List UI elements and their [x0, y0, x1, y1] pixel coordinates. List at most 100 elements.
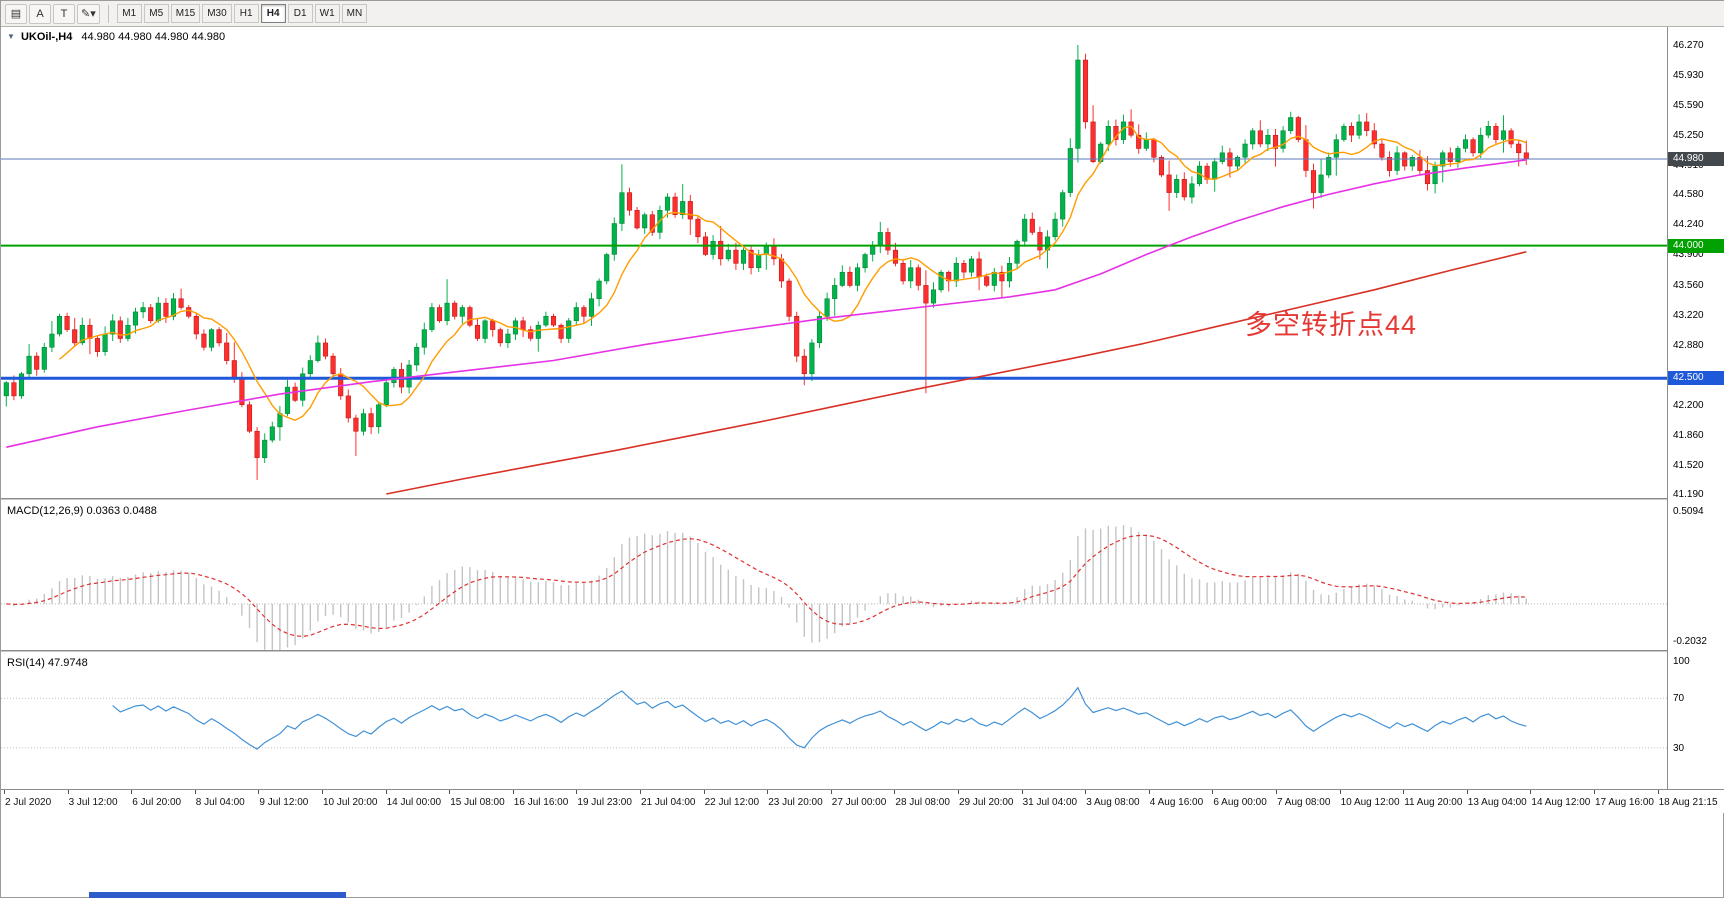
time-tick	[1594, 790, 1595, 794]
chart-annotation-text[interactable]: 多空转折点44	[1245, 310, 1418, 340]
time-axis-label: 8 Jul 04:00	[195, 797, 245, 808]
time-axis-label: 18 Aug 21:15	[1658, 797, 1718, 808]
price-axis-label: 46.270	[1673, 40, 1704, 51]
time-tick	[958, 790, 959, 794]
time-tick	[1212, 790, 1214, 794]
time-axis-label: 14 Aug 12:00	[1531, 797, 1591, 808]
time-tick	[703, 790, 705, 794]
price-axis-label: 45.590	[1673, 100, 1704, 111]
time-axis-label: 6 Jul 20:00	[132, 797, 182, 808]
time-axis-label: 9 Jul 12:00	[259, 797, 309, 808]
price-axis-label: 45.250	[1673, 130, 1704, 141]
time-tick	[1085, 790, 1087, 794]
rsi-label: RSI(14) 47.9748	[7, 657, 88, 669]
rsi-axis-label: 70	[1673, 693, 1685, 704]
timeframe-button-w1[interactable]: W1	[314, 4, 340, 23]
time-tick	[1021, 790, 1023, 794]
time-axis-label: 2 Jul 2020	[5, 797, 52, 808]
time-tick	[258, 790, 260, 794]
time-tick	[322, 790, 323, 794]
price-chart-panel: ▼ UKOil-,H4 44.980 44.980 44.980 44.980 …	[1, 27, 1667, 498]
time-tick	[1339, 790, 1341, 794]
price-axis-label: 42.880	[1673, 340, 1704, 351]
tool-chart-mode[interactable]: ▤	[5, 3, 27, 24]
price-axis-label: 44.240	[1673, 219, 1704, 230]
time-tick	[1276, 790, 1277, 794]
price-axis-label: 41.860	[1673, 430, 1704, 441]
macd-axis-label: -0.2032	[1673, 636, 1707, 647]
chart-header: ▼ UKOil-,H4 44.980 44.980 44.980 44.980	[7, 31, 225, 43]
time-tick	[512, 790, 514, 794]
price-axis-label: 45.930	[1673, 70, 1704, 81]
time-tick	[767, 790, 769, 794]
time-tick	[1403, 790, 1405, 794]
timeframe-button-h4[interactable]: H4	[260, 4, 286, 23]
time-tick	[1657, 790, 1659, 794]
time-tick	[131, 790, 133, 794]
tool-template-tool[interactable]: T	[53, 3, 75, 24]
time-axis-label: 3 Jul 12:00	[68, 797, 118, 808]
symbol-timeframe-label: UKOil-,H4	[20, 31, 73, 43]
timeframe-button-m15[interactable]: M15	[170, 4, 201, 23]
rsi-panel: RSI(14) 47.9748	[1, 653, 1667, 789]
time-axis-label: 3 Aug 08:00	[1086, 797, 1140, 808]
price-axis-label: 44.580	[1673, 189, 1704, 200]
time-axis-label: 10 Aug 12:00	[1340, 797, 1400, 808]
macd-label: MACD(12,26,9) 0.0363 0.0488	[7, 505, 157, 517]
time-axis-label: 4 Aug 16:00	[1149, 797, 1204, 808]
price-badge: 44.980	[1668, 152, 1724, 166]
time-tick	[1148, 790, 1150, 794]
timeframe-button-h1[interactable]: H1	[233, 4, 259, 23]
time-tick	[640, 790, 641, 794]
timeframe-group: M1 M5 M15 M30 H1 H4 D1 W1 MN	[116, 4, 368, 23]
time-axis-label: 14 Jul 00:00	[386, 797, 442, 808]
time-tick	[576, 790, 578, 794]
timeframe-button-m5[interactable]: M5	[143, 4, 169, 23]
time-axis-label: 22 Jul 12:00	[704, 797, 760, 808]
toolbar: ▤ A T ✎▾ M1 M5 M15 M30 H1 H4 D1 W1 MN	[1, 1, 1724, 27]
time-tick	[194, 790, 196, 794]
time-axis-label: 27 Jul 00:00	[831, 797, 887, 808]
timeframe-button-d1[interactable]: D1	[287, 4, 313, 23]
timeframe-button-m1[interactable]: M1	[116, 4, 142, 23]
price-axis-label: 43.900	[1673, 249, 1704, 260]
timeframe-button-mn[interactable]: MN	[341, 4, 368, 23]
time-tick	[1530, 790, 1532, 794]
tool-group: ▤ A T ✎▾	[5, 3, 100, 24]
ohlc-values: 44.980 44.980 44.980 44.980	[81, 31, 226, 43]
time-axis-label: 17 Aug 16:00	[1595, 797, 1654, 808]
time-axis[interactable]: 2 Jul 2020 3 Jul 12:00 6 Jul 20:00 8 Jul 04…	[1, 789, 1724, 813]
price-badge: 42.500	[1668, 371, 1724, 385]
time-tick	[449, 790, 451, 794]
time-tick	[67, 790, 69, 794]
panel-divider[interactable]	[1, 650, 1724, 652]
tool-text-tool[interactable]: A	[29, 3, 51, 24]
time-axis-label: 28 Jul 08:00	[895, 797, 950, 808]
tool-draw-tool[interactable]: ✎▾	[77, 3, 100, 24]
time-axis-label: 23 Jul 20:00	[768, 797, 823, 808]
time-tick	[385, 790, 387, 794]
bottom-scrollbar[interactable]	[89, 892, 346, 898]
time-axis-label: 11 Aug 20:00	[1404, 797, 1463, 808]
time-axis-label: 15 Jul 08:00	[450, 797, 505, 808]
time-tick	[4, 790, 5, 794]
timeframe-button-m30[interactable]: M30	[202, 4, 232, 23]
rsi-axis-label: 30	[1673, 743, 1685, 754]
price-axis-label: 43.560	[1673, 280, 1704, 291]
rsi-canvas[interactable]	[1, 653, 1667, 789]
time-axis-label: 29 Jul 20:00	[959, 797, 1014, 808]
price-chart-canvas[interactable]	[1, 27, 1667, 498]
collapse-arrow-icon[interactable]: ▼	[7, 32, 15, 41]
macd-axis-label: 0.5094	[1673, 506, 1704, 517]
price-axis-label: 43.220	[1673, 310, 1704, 321]
macd-panel: MACD(12,26,9) 0.0363 0.0488	[1, 501, 1667, 650]
panel-divider[interactable]	[1, 498, 1724, 500]
time-axis-label: 16 Jul 16:00	[513, 797, 569, 808]
price-axis[interactable]: 46.27045.93045.59045.25044.91044.58044.2…	[1667, 27, 1724, 789]
time-axis-label: 21 Jul 04:00	[641, 797, 696, 808]
time-axis-label: 6 Aug 00:00	[1213, 797, 1267, 808]
time-axis-label: 19 Jul 23:00	[577, 797, 632, 808]
toolbar-separator	[107, 4, 109, 23]
macd-canvas[interactable]	[1, 501, 1667, 650]
time-tick	[894, 790, 896, 794]
